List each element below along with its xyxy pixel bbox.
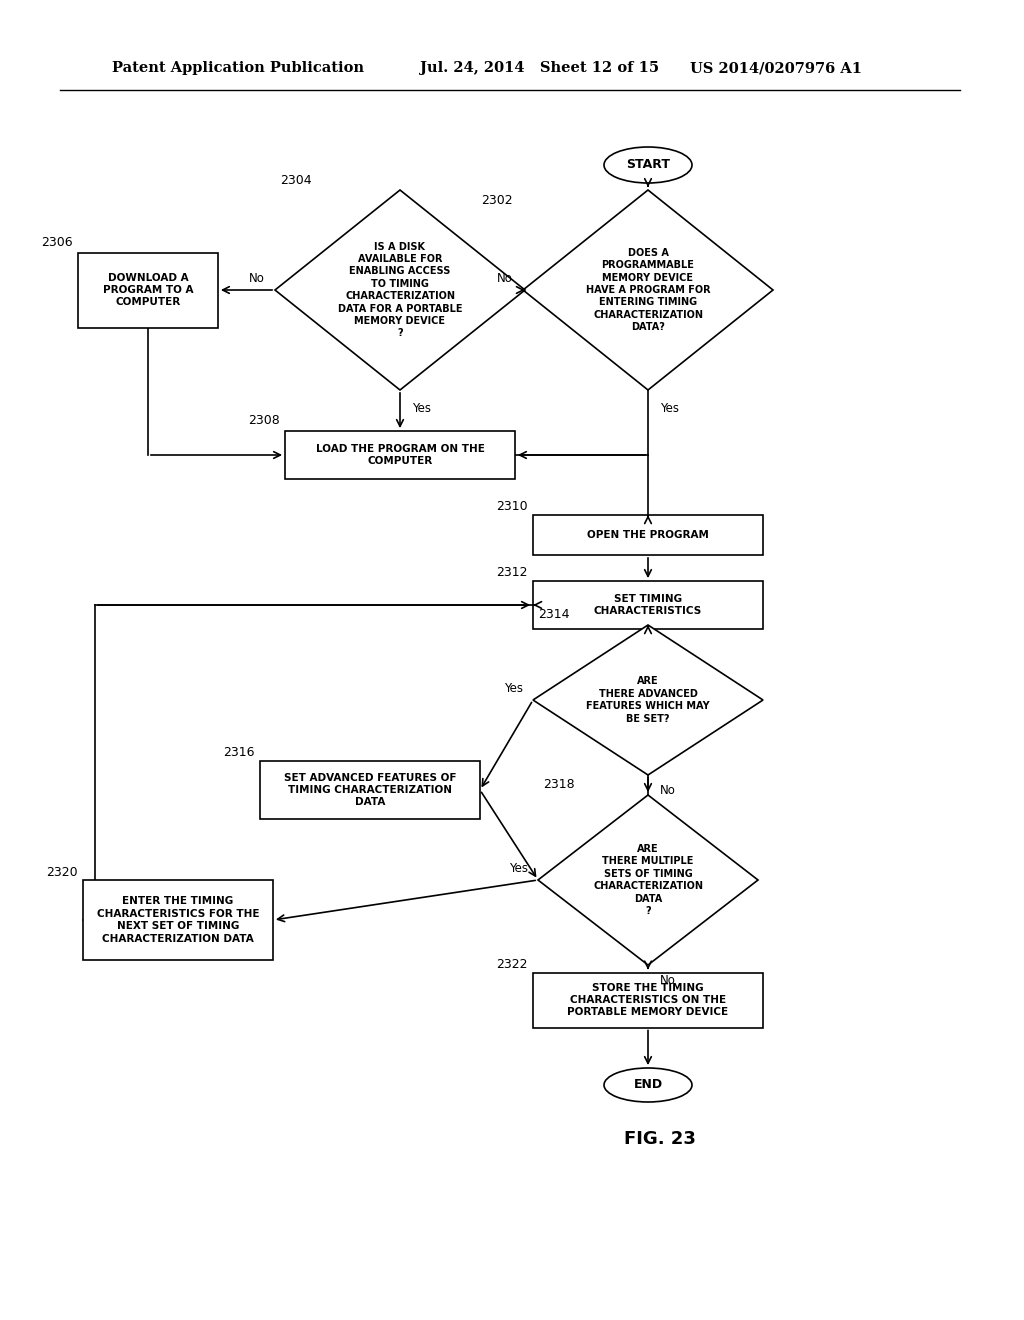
Text: ARE
THERE ADVANCED
FEATURES WHICH MAY
BE SET?: ARE THERE ADVANCED FEATURES WHICH MAY BE… bbox=[586, 676, 710, 723]
Text: ENTER THE TIMING
CHARACTERISTICS FOR THE
NEXT SET OF TIMING
CHARACTERIZATION DAT: ENTER THE TIMING CHARACTERISTICS FOR THE… bbox=[96, 896, 259, 944]
Bar bbox=[534, 515, 763, 554]
Bar bbox=[534, 973, 763, 1027]
Bar bbox=[534, 581, 763, 630]
Text: Patent Application Publication: Patent Application Publication bbox=[112, 61, 364, 75]
Polygon shape bbox=[538, 795, 758, 965]
Text: START: START bbox=[626, 158, 670, 172]
Text: 2320: 2320 bbox=[46, 866, 78, 879]
Text: 2302: 2302 bbox=[481, 194, 513, 206]
Text: 2306: 2306 bbox=[41, 236, 73, 249]
Ellipse shape bbox=[604, 1068, 692, 1102]
Text: 2308: 2308 bbox=[248, 414, 280, 428]
Text: No: No bbox=[497, 272, 513, 285]
Text: 2304: 2304 bbox=[280, 173, 311, 186]
Text: 2312: 2312 bbox=[497, 566, 528, 579]
Text: 2316: 2316 bbox=[223, 747, 255, 759]
Text: OPEN THE PROGRAM: OPEN THE PROGRAM bbox=[587, 531, 709, 540]
Ellipse shape bbox=[604, 147, 692, 183]
Polygon shape bbox=[275, 190, 525, 389]
Text: Yes: Yes bbox=[504, 681, 523, 694]
Text: Yes: Yes bbox=[660, 401, 679, 414]
Bar bbox=[260, 762, 480, 818]
Text: END: END bbox=[634, 1078, 663, 1092]
Text: SET ADVANCED FEATURES OF
TIMING CHARACTERIZATION
DATA: SET ADVANCED FEATURES OF TIMING CHARACTE… bbox=[284, 772, 457, 808]
Text: Jul. 24, 2014   Sheet 12 of 15: Jul. 24, 2014 Sheet 12 of 15 bbox=[420, 61, 659, 75]
Text: FIG. 23: FIG. 23 bbox=[624, 1130, 696, 1148]
Text: Yes: Yes bbox=[412, 401, 431, 414]
Bar bbox=[83, 880, 273, 960]
Text: No: No bbox=[660, 974, 676, 986]
Text: STORE THE TIMING
CHARACTERISTICS ON THE
PORTABLE MEMORY DEVICE: STORE THE TIMING CHARACTERISTICS ON THE … bbox=[567, 982, 728, 1018]
Text: LOAD THE PROGRAM ON THE
COMPUTER: LOAD THE PROGRAM ON THE COMPUTER bbox=[315, 444, 484, 466]
Text: 2310: 2310 bbox=[497, 500, 528, 513]
Bar bbox=[285, 432, 515, 479]
Text: No: No bbox=[660, 784, 676, 796]
Text: US 2014/0207976 A1: US 2014/0207976 A1 bbox=[690, 61, 862, 75]
Text: ARE
THERE MULTIPLE
SETS OF TIMING
CHARACTERIZATION
DATA
?: ARE THERE MULTIPLE SETS OF TIMING CHARAC… bbox=[593, 843, 703, 916]
Polygon shape bbox=[534, 624, 763, 775]
Text: DOES A
PROGRAMMABLE
MEMORY DEVICE
HAVE A PROGRAM FOR
ENTERING TIMING
CHARACTERIZ: DOES A PROGRAMMABLE MEMORY DEVICE HAVE A… bbox=[586, 248, 711, 333]
Text: 2322: 2322 bbox=[497, 958, 528, 972]
Polygon shape bbox=[523, 190, 773, 389]
Text: IS A DISK
AVAILABLE FOR
ENABLING ACCESS
TO TIMING
CHARACTERIZATION
DATA FOR A PO: IS A DISK AVAILABLE FOR ENABLING ACCESS … bbox=[338, 242, 462, 338]
Bar bbox=[78, 252, 218, 327]
Text: DOWNLOAD A
PROGRAM TO A
COMPUTER: DOWNLOAD A PROGRAM TO A COMPUTER bbox=[102, 273, 194, 308]
Text: 2318: 2318 bbox=[543, 779, 574, 792]
Text: No: No bbox=[249, 272, 265, 285]
Text: SET TIMING
CHARACTERISTICS: SET TIMING CHARACTERISTICS bbox=[594, 594, 702, 616]
Text: 2314: 2314 bbox=[538, 609, 569, 622]
Text: Yes: Yes bbox=[509, 862, 528, 874]
